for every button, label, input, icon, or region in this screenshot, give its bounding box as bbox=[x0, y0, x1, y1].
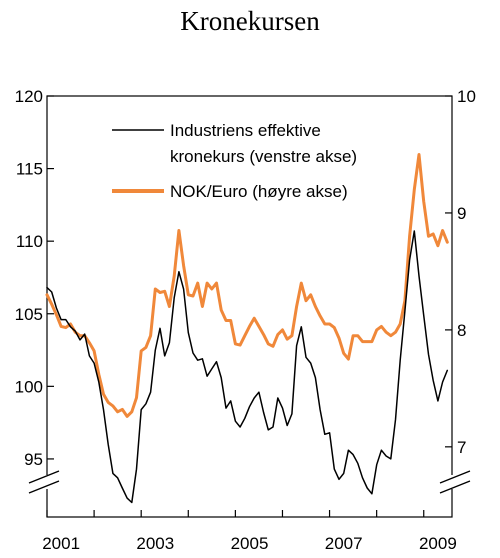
right-break-mark bbox=[439, 480, 471, 494]
left-tick-label: 95 bbox=[24, 450, 43, 469]
right-tick-label: 9 bbox=[457, 204, 466, 223]
left-break-mark bbox=[28, 470, 60, 484]
series-line-0 bbox=[46, 230, 449, 504]
legend-label-series-1: NOK/Euro (høyre akse) bbox=[170, 182, 348, 201]
left-tick-label: 120 bbox=[15, 87, 43, 106]
left-break-mark bbox=[28, 480, 60, 494]
left-tick-label: 115 bbox=[16, 160, 43, 179]
series-line-1 bbox=[45, 153, 449, 418]
right-break-mark bbox=[439, 470, 471, 484]
x-tick-label: 2009 bbox=[419, 534, 457, 553]
right-tick-label: 10 bbox=[457, 87, 476, 106]
left-tick-label: 100 bbox=[15, 377, 43, 396]
axis-break-marks bbox=[28, 470, 471, 494]
chart-title: Kronekursen bbox=[180, 6, 320, 36]
x-tick-label: 2005 bbox=[231, 534, 269, 553]
right-break-gap bbox=[446, 475, 456, 489]
x-tick-label: 2007 bbox=[325, 534, 363, 553]
legend: Industriens effektive kronekurs (venstre … bbox=[112, 121, 357, 201]
legend-label-series-0: Industriens effektive kronekurs (venstre … bbox=[170, 121, 357, 166]
right-tick-label: 7 bbox=[457, 438, 466, 457]
left-tick-label: 105 bbox=[15, 305, 43, 324]
plot-frame bbox=[46, 95, 453, 518]
left-axis-ticks: 95 100 105 110 115 120 bbox=[15, 87, 54, 469]
x-axis-ticks: 2001 2003 2005 2007 2009 bbox=[42, 510, 457, 553]
x-tick-label: 2001 bbox=[42, 534, 80, 553]
right-axis-ticks: 7 8 9 10 bbox=[445, 87, 476, 457]
series-layer bbox=[45, 153, 449, 504]
left-break-gap bbox=[43, 475, 53, 489]
right-tick-label: 8 bbox=[457, 321, 466, 340]
x-tick-label: 2003 bbox=[136, 534, 174, 553]
left-tick-label: 110 bbox=[16, 232, 43, 251]
plot-border bbox=[46, 95, 453, 518]
